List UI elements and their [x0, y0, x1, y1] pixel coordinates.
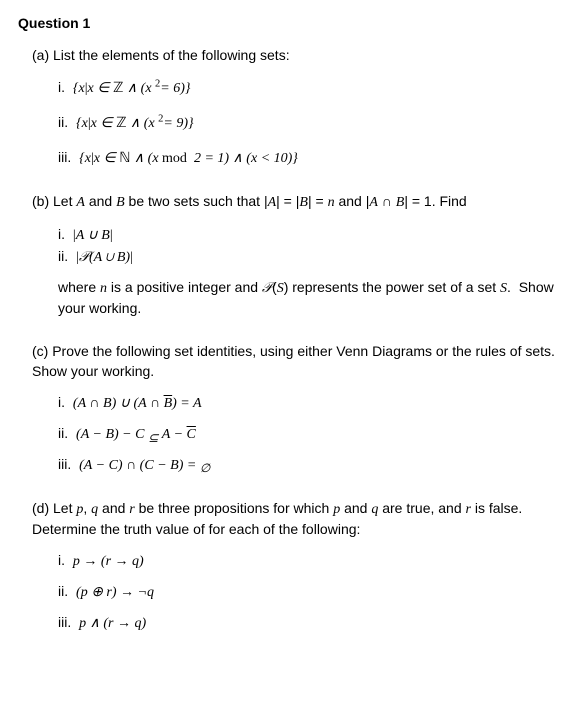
c-i: i. (A ∩ B) ∪ (A ∩ B) = A	[58, 393, 562, 414]
d-iii-expr: p ∧ (r → q)	[79, 616, 146, 631]
b-i-expr: |A ∪ B|	[73, 228, 113, 243]
b-ii-expr: |𝒫(A ∪ B)|	[76, 250, 133, 265]
c-ii-expr: (A − B) − C ⊆ A − C	[76, 427, 196, 442]
b-i: i. |A ∪ B|	[58, 225, 562, 246]
part-d-text: Let p, q and r be three propositions for…	[32, 500, 522, 537]
c-iii: iii. (A − C) ∩ (C − B) = ∅	[58, 455, 562, 476]
d-iii: iii. p ∧ (r → q)	[58, 613, 562, 634]
a-i: i. {x|x ∈ ℤ ∧ (x 2= 6)}	[58, 77, 562, 98]
d-i-label: i.	[58, 551, 65, 571]
part-d: (d) Let p, q and r be three propositions…	[18, 499, 562, 633]
c-iii-expr: (A − C) ∩ (C − B) = ∅	[79, 458, 210, 473]
part-b: (b) Let A and B be two sets such that |A…	[18, 192, 562, 318]
a-iii: iii. {x|x ∈ ℕ ∧ (x mod 2 = 1) ∧ (x < 10)…	[58, 148, 562, 169]
part-a-items: i. {x|x ∈ ℤ ∧ (x 2= 6)} ii. {x|x ∈ ℤ ∧ (…	[32, 77, 562, 168]
c-i-label: i.	[58, 393, 65, 413]
part-b-trail: where n is a positive integer and 𝒫(S) r…	[32, 278, 562, 318]
a-ii-label: ii.	[58, 113, 68, 133]
b-i-label: i.	[58, 225, 65, 245]
b-ii-label: ii.	[58, 247, 68, 267]
a-ii: ii. {x|x ∈ ℤ ∧ (x 2= 9)}	[58, 112, 562, 133]
part-b-label: (b)	[32, 193, 49, 209]
b-ii: ii. |𝒫(A ∪ B)|	[58, 247, 562, 268]
c-ii-label: ii.	[58, 424, 68, 444]
a-i-label: i.	[58, 78, 65, 98]
c-iii-label: iii.	[58, 455, 71, 475]
part-c-items: i. (A ∩ B) ∪ (A ∩ B) = A ii. (A − B) − C…	[32, 393, 562, 475]
part-c: (c) Prove the following set identities, …	[18, 342, 562, 475]
part-a-label: (a)	[32, 47, 49, 63]
c-i-expr: (A ∩ B) ∪ (A ∩ B) = A	[73, 396, 202, 411]
part-a: (a) List the elements of the following s…	[18, 46, 562, 169]
part-c-label: (c)	[32, 343, 48, 359]
d-i-expr: p → (r → q)	[73, 554, 144, 569]
d-ii: ii. (p ⊕ r) → ¬q	[58, 582, 562, 603]
part-c-text: Prove the following set identities, usin…	[32, 343, 555, 379]
d-ii-label: ii.	[58, 582, 68, 602]
part-b-items: i. |A ∪ B| ii. |𝒫(A ∪ B)|	[32, 225, 562, 268]
d-i: i. p → (r → q)	[58, 551, 562, 572]
d-iii-label: iii.	[58, 613, 71, 633]
a-i-expr: {x|x ∈ ℤ ∧ (x 2= 6)}	[73, 81, 191, 96]
c-ii: ii. (A − B) − C ⊆ A − C	[58, 424, 562, 445]
part-d-items: i. p → (r → q) ii. (p ⊕ r) → ¬q iii. p ∧…	[32, 551, 562, 633]
part-d-label: (d)	[32, 500, 49, 516]
part-b-text: Let A and B be two sets such that |A| = …	[53, 193, 467, 209]
question-title: Question 1	[18, 14, 562, 34]
a-iii-expr: {x|x ∈ ℕ ∧ (x mod 2 = 1) ∧ (x < 10)}	[79, 151, 298, 166]
part-a-text: List the elements of the following sets:	[53, 47, 290, 63]
a-iii-label: iii.	[58, 148, 71, 168]
a-ii-expr: {x|x ∈ ℤ ∧ (x 2= 9)}	[76, 116, 194, 131]
d-ii-expr: (p ⊕ r) → ¬q	[76, 585, 154, 600]
